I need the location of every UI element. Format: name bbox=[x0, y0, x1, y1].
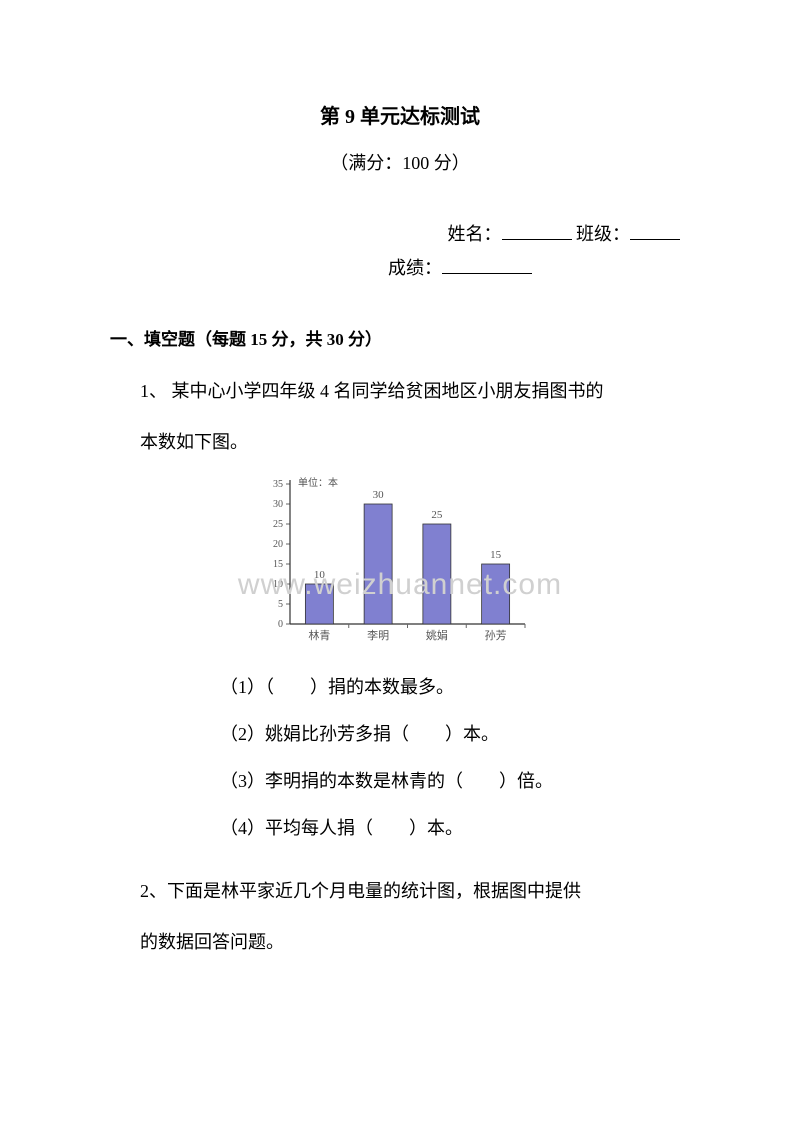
sub-items-q1: （1）（ ）捐的本数最多。 （2）姚娟比孙芳多捐（ ）本。 （3）李明捐的本数是… bbox=[220, 664, 690, 851]
name-label: 姓名： bbox=[448, 224, 502, 244]
watermark: www.weizhuannet.com bbox=[238, 568, 562, 602]
score-blank bbox=[442, 254, 532, 274]
class-blank bbox=[630, 220, 680, 240]
q1-sub1: （1）（ ）捐的本数最多。 bbox=[220, 664, 690, 711]
question-1-line1: 1、 某中心小学四年级 4 名同学给贫困地区小朋友捐图书的 bbox=[140, 370, 690, 413]
question-2-line1: 2、下面是林平家近几个月电量的统计图，根据图中提供 bbox=[140, 870, 690, 913]
subtitle: （满分：100 分） bbox=[110, 149, 690, 175]
svg-text:25: 25 bbox=[431, 509, 443, 521]
chart-svg: 05101520253035单位：本10林青30李明25姚娟15孙芳 bbox=[255, 474, 535, 644]
q1-sub2: （2）姚娟比孙芳多捐（ ）本。 bbox=[220, 711, 690, 758]
svg-text:30: 30 bbox=[373, 489, 385, 501]
class-label: 班级： bbox=[576, 224, 630, 244]
section-1-header: 一、填空题（每题 15 分，共 30 分） bbox=[110, 325, 690, 350]
svg-text:35: 35 bbox=[273, 479, 283, 490]
question-2-line2: 的数据回答问题。 bbox=[140, 921, 690, 964]
svg-text:20: 20 bbox=[273, 539, 283, 550]
svg-text:15: 15 bbox=[490, 549, 502, 561]
question-1-line2: 本数如下图。 bbox=[140, 421, 690, 464]
q1-sub4: （4）平均每人捐（ ）本。 bbox=[220, 805, 690, 852]
svg-text:30: 30 bbox=[273, 499, 283, 510]
svg-text:林青: 林青 bbox=[308, 628, 330, 642]
bar-chart: 05101520253035单位：本10林青30李明25姚娟15孙芳 bbox=[255, 474, 545, 649]
name-blank bbox=[502, 220, 572, 240]
svg-text:单位：本: 单位：本 bbox=[298, 476, 338, 489]
svg-text:25: 25 bbox=[273, 519, 283, 530]
q1-sub3: （3）李明捐的本数是林青的（ ）倍。 bbox=[220, 758, 690, 805]
svg-text:孙芳: 孙芳 bbox=[485, 628, 507, 642]
page-title: 第 9 单元达标测试 bbox=[110, 100, 690, 129]
info-line-1: 姓名： 班级： bbox=[110, 220, 690, 246]
svg-text:姚娟: 姚娟 bbox=[426, 628, 448, 642]
score-label: 成绩： bbox=[388, 258, 442, 278]
info-line-2: 成绩： bbox=[110, 254, 690, 280]
svg-text:李明: 李明 bbox=[367, 628, 389, 642]
svg-text:0: 0 bbox=[278, 619, 283, 630]
